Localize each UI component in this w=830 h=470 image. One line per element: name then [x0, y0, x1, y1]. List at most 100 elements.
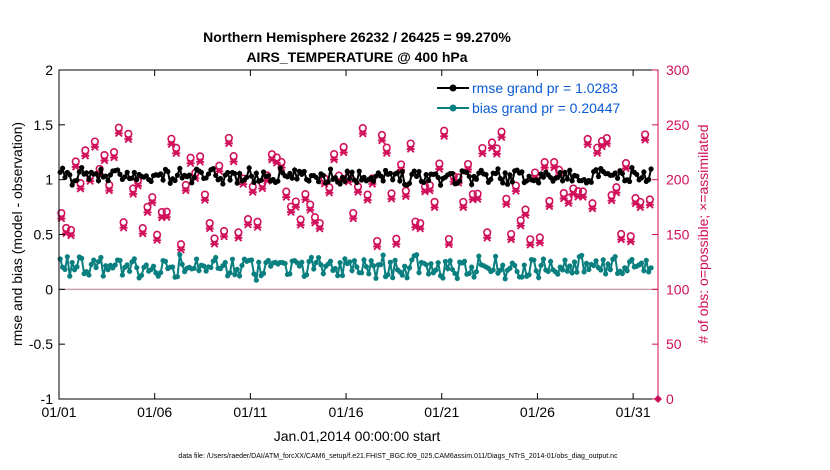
obs-assimilated-marker: [478, 149, 487, 158]
obs-assimilated-marker: [440, 132, 449, 141]
rmse-point: [287, 170, 293, 176]
obs-possible-marker: [310, 213, 320, 222]
obs-possible-marker: [200, 190, 210, 199]
obs-possible-marker: [583, 134, 592, 144]
legend-marker-rmse: [449, 84, 457, 92]
rmse-point: [117, 171, 123, 177]
y-left-tick-label: -1: [41, 391, 54, 407]
rmse-point: [557, 169, 563, 176]
obs-possible-marker: [526, 235, 535, 244]
rmse-point: [524, 178, 530, 184]
bias-point: [327, 258, 334, 264]
chart-title-line-1: Northern Hemisphere 26232 / 26425 = 99.2…: [203, 29, 511, 45]
obs-possible-marker: [109, 148, 119, 157]
rmse-point: [129, 175, 135, 181]
rmse-point: [406, 180, 413, 186]
rmse-point: [497, 176, 503, 182]
y-axis-left: -1 -0.5 0 0.5 1 1.5 2: [29, 62, 65, 407]
bias-point: [174, 274, 181, 280]
bias-point: [449, 266, 456, 273]
bias-point: [282, 260, 288, 267]
obs-assimilated-marker: [71, 163, 80, 171]
bias-point: [469, 264, 475, 270]
bias-point: [67, 273, 73, 279]
obs-possible-marker: [621, 158, 631, 168]
bias-point: [234, 266, 240, 272]
bias-point: [641, 268, 647, 274]
bias-point: [91, 257, 97, 263]
obs-assimilated-marker: [392, 240, 401, 249]
rmse-point: [437, 182, 444, 188]
rmse-point: [174, 172, 181, 178]
obs-possible-marker: [401, 186, 410, 195]
legend-label-bias: bias grand pr = 0.20447: [472, 100, 620, 116]
rmse-point: [540, 174, 547, 180]
obs-possible-marker: [411, 217, 420, 226]
obs-possible-marker: [559, 188, 568, 198]
series-obs-possible: [57, 123, 654, 249]
obs-assimilated-marker: [124, 135, 133, 144]
bias-point: [64, 254, 70, 260]
rmse-point: [619, 170, 625, 177]
obs-assimilated-marker: [186, 159, 195, 168]
bias-point: [538, 262, 544, 269]
rmse-point: [414, 173, 420, 180]
rmse-point: [265, 173, 271, 179]
bias-point: [564, 268, 570, 274]
obs-possible-marker: [444, 234, 454, 244]
bias-point: [406, 265, 413, 271]
bias-point: [124, 262, 130, 268]
obs-possible-marker: [143, 202, 152, 211]
obs-possible-marker: [483, 228, 492, 237]
obs-possible-marker: [358, 124, 367, 133]
obs-assimilated-marker: [617, 235, 626, 244]
obs-assimilated-marker: [621, 164, 630, 173]
bias-point: [248, 257, 255, 263]
bias-point: [359, 270, 365, 276]
obs-possible-marker: [373, 236, 382, 246]
rmse-point: [327, 166, 334, 172]
bias-point: [366, 271, 372, 277]
bias-point: [603, 271, 609, 277]
x-tick-label: 01/26: [520, 404, 555, 420]
bias-point: [373, 275, 379, 281]
x-axis-label: Jan.01,2014 00:00:00 start: [274, 428, 441, 444]
obs-assimilated-marker: [253, 223, 262, 232]
rmse-point: [203, 175, 209, 181]
obs-possible-marker: [459, 197, 468, 207]
obs-assimilated-marker: [373, 242, 382, 251]
bias-point: [170, 264, 176, 270]
y-right-tick-label: 300: [666, 62, 690, 78]
obs-possible-marker: [406, 139, 415, 148]
obs-possible-marker: [396, 160, 406, 169]
obs-assimilated-marker: [626, 237, 635, 246]
bias-point: [442, 258, 448, 265]
bias-point: [303, 272, 310, 278]
obs-possible-marker: [511, 181, 521, 190]
bias-point: [624, 268, 630, 274]
rmse-point: [258, 177, 264, 183]
obs-assimilated-marker: [444, 240, 453, 249]
obs-possible-marker: [81, 146, 90, 155]
obs-possible-marker: [186, 153, 195, 162]
obs-assimilated-marker: [133, 181, 142, 190]
obs-assimilated-marker: [564, 199, 573, 208]
obs-assimilated-marker: [167, 140, 176, 149]
obs-assimilated-marker: [220, 232, 229, 241]
rmse-point: [172, 177, 178, 184]
obs-assimilated-marker: [143, 208, 152, 217]
bias-point: [473, 269, 480, 275]
rmse-point: [342, 178, 348, 185]
rmse-point: [93, 171, 99, 177]
bias-point: [581, 269, 587, 275]
rmse-point: [629, 165, 635, 171]
rmse-point: [562, 169, 568, 175]
obs-assimilated-marker: [435, 165, 444, 173]
bias-point: [612, 254, 618, 260]
x-tick-label: 01/21: [424, 404, 459, 420]
obs-assimilated-marker: [181, 186, 190, 195]
bias-point: [363, 264, 369, 270]
bias-point: [88, 261, 94, 268]
rmse-point: [457, 178, 463, 184]
bias-point: [531, 257, 537, 263]
